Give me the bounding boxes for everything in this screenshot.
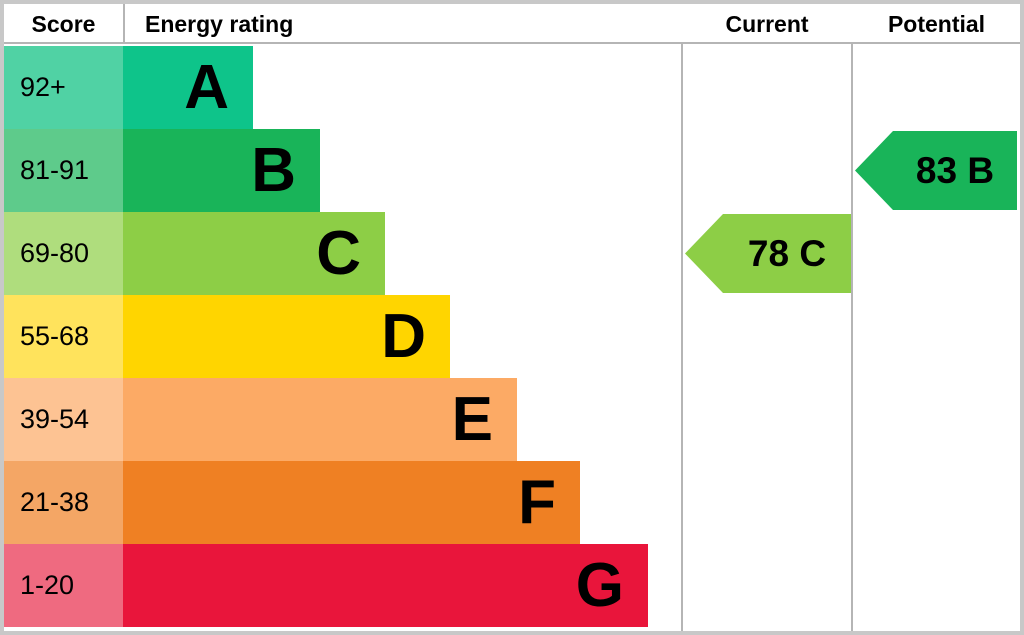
- band-row-d: 55-68 D: [4, 295, 648, 378]
- score-column-header: Score: [31, 10, 96, 37]
- band-b-score-range: 81-91: [4, 129, 123, 212]
- band-row-e: 39-54 E: [4, 378, 648, 461]
- band-f-bar: F: [123, 461, 580, 544]
- band-b-bar: B: [123, 129, 320, 212]
- band-g-score-range: 1-20: [4, 544, 123, 627]
- band-row-c: 69-80 C: [4, 212, 648, 295]
- score-column-divider: [123, 4, 125, 44]
- band-e-score-range: 39-54: [4, 378, 123, 461]
- band-d-bar: D: [123, 295, 450, 378]
- potential-column-divider: [851, 4, 853, 631]
- current-rating-arrow: 78 C: [685, 214, 851, 293]
- band-g-bar: G: [123, 544, 648, 627]
- band-row-g: 1-20 G: [4, 544, 648, 627]
- band-e-bar: E: [123, 378, 517, 461]
- band-d-score-range: 55-68: [4, 295, 123, 378]
- band-row-a: 92+ A: [4, 46, 648, 129]
- potential-rating-arrow: 83 B: [855, 131, 1017, 210]
- current-column-divider: [681, 4, 683, 631]
- current-column-header: Current: [725, 10, 809, 37]
- band-rows: 92+ A 81-91 B 69-80 C 55-68 D 39-54 E 21…: [4, 46, 648, 627]
- potential-column-header: Potential: [887, 10, 986, 37]
- band-f-score-range: 21-38: [4, 461, 123, 544]
- band-c-score-range: 69-80: [4, 212, 123, 295]
- energy-rating-column-header: Energy rating: [145, 10, 294, 37]
- chart-header-row: Score Energy rating Current Potential: [4, 4, 1020, 44]
- band-row-b: 81-91 B: [4, 129, 648, 212]
- band-a-bar: A: [123, 46, 253, 129]
- band-row-f: 21-38 F: [4, 461, 648, 544]
- band-a-score-range: 92+: [4, 46, 123, 129]
- band-c-bar: C: [123, 212, 385, 295]
